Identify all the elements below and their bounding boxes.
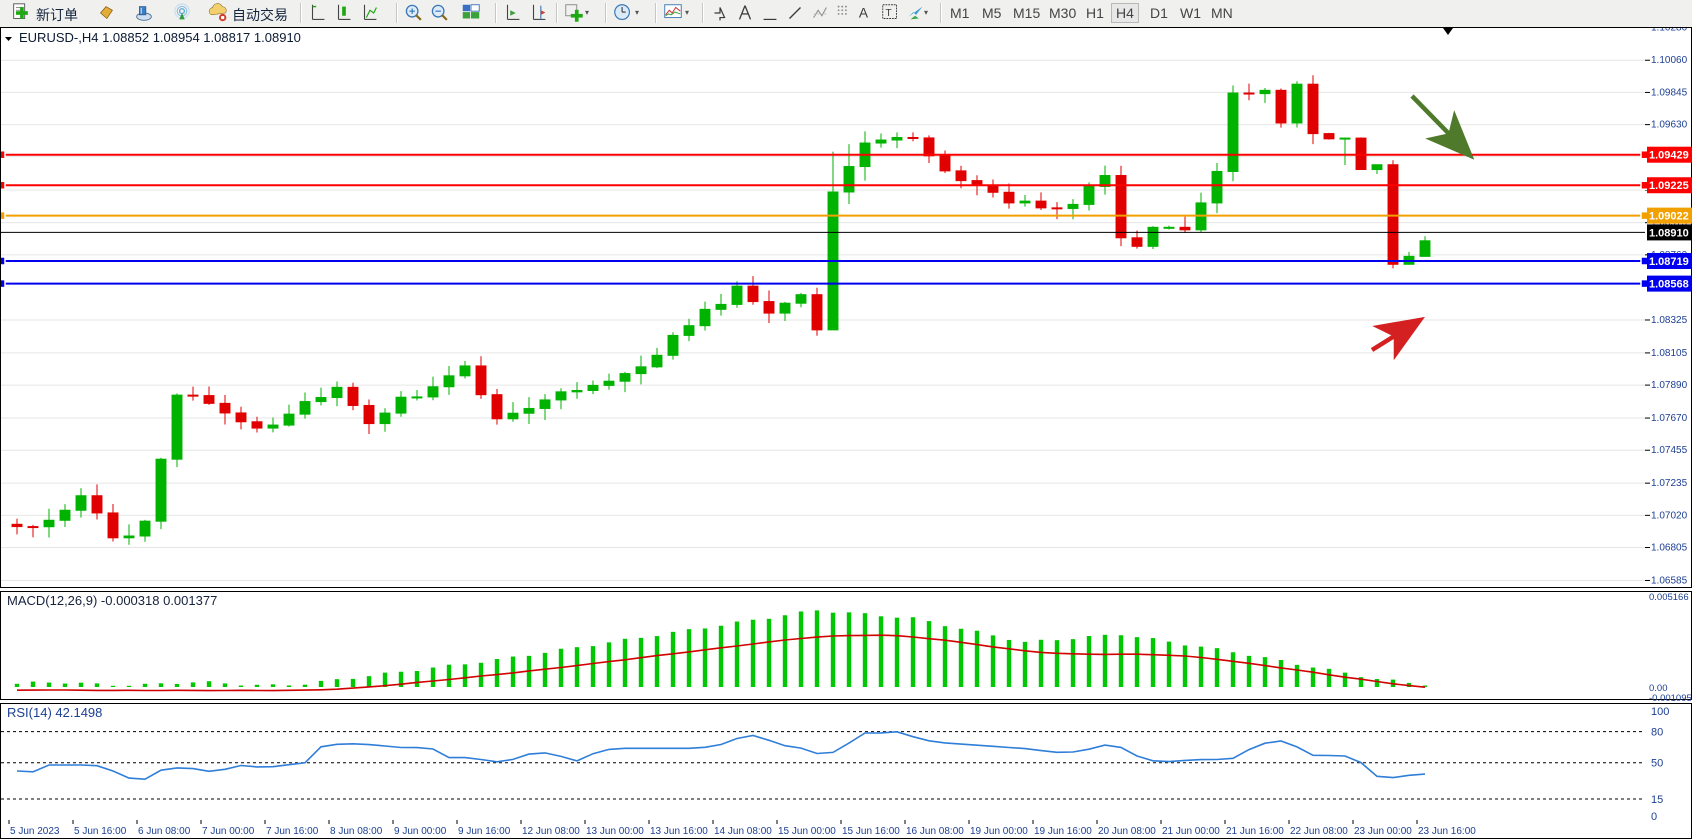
svg-text:1.07235: 1.07235 (1651, 478, 1688, 489)
svg-text:EURUSD-,H4 1.08852 1.08954 1.: EURUSD-,H4 1.08852 1.08954 1.08817 1.089… (19, 30, 301, 45)
svg-text:13 Jun 16:00: 13 Jun 16:00 (650, 826, 708, 837)
svg-text:1.06585: 1.06585 (1651, 575, 1688, 586)
svg-text:1.08910: 1.08910 (1649, 227, 1689, 239)
svg-text:1.09022: 1.09022 (1649, 211, 1689, 223)
svg-text:19 Jun 16:00: 19 Jun 16:00 (1034, 826, 1092, 837)
svg-text:23 Jun 16:00: 23 Jun 16:00 (1418, 826, 1476, 837)
svg-text:0.005166: 0.005166 (1649, 592, 1689, 603)
svg-text:20 Jun 08:00: 20 Jun 08:00 (1098, 826, 1156, 837)
svg-text:A: A (859, 6, 869, 21)
svg-text:1.09429: 1.09429 (1649, 150, 1689, 162)
svg-text:MACD(12,26,9) -0.000318 0.0013: MACD(12,26,9) -0.000318 0.001377 (7, 593, 217, 608)
svg-text:8 Jun 08:00: 8 Jun 08:00 (330, 826, 383, 837)
svg-text:7 Jun 16:00: 7 Jun 16:00 (266, 826, 319, 837)
svg-text:RSI(14) 42.1498: RSI(14) 42.1498 (7, 705, 102, 720)
svg-text:1.07020: 1.07020 (1651, 510, 1688, 521)
svg-text:1.09630: 1.09630 (1651, 120, 1688, 131)
svg-text:14 Jun 08:00: 14 Jun 08:00 (714, 826, 772, 837)
svg-text:1.08105: 1.08105 (1651, 348, 1688, 359)
svg-text:13 Jun 00:00: 13 Jun 00:00 (586, 826, 644, 837)
svg-text:1.10060: 1.10060 (1651, 55, 1688, 66)
svg-text:9 Jun 16:00: 9 Jun 16:00 (458, 826, 511, 837)
svg-text:T: T (886, 8, 892, 19)
svg-text:1.08568: 1.08568 (1649, 279, 1689, 291)
svg-text:9 Jun 00:00: 9 Jun 00:00 (394, 826, 447, 837)
svg-text:0: 0 (1651, 811, 1657, 823)
svg-text:19 Jun 00:00: 19 Jun 00:00 (970, 826, 1028, 837)
svg-text:-0.001095: -0.001095 (1649, 693, 1692, 701)
svg-text:1.09845: 1.09845 (1651, 87, 1688, 98)
svg-text:1.09225: 1.09225 (1649, 180, 1689, 192)
svg-text:16 Jun 08:00: 16 Jun 08:00 (906, 826, 964, 837)
svg-text:15 Jun 00:00: 15 Jun 00:00 (778, 826, 836, 837)
svg-text:5 Jun 2023: 5 Jun 2023 (10, 826, 60, 837)
svg-text:15 Jun 16:00: 15 Jun 16:00 (842, 826, 900, 837)
svg-text:15: 15 (1651, 794, 1663, 806)
svg-text:21 Jun 00:00: 21 Jun 00:00 (1162, 826, 1220, 837)
svg-text:6 Jun 08:00: 6 Jun 08:00 (138, 826, 191, 837)
svg-text:100: 100 (1651, 706, 1669, 718)
svg-text:1.08719: 1.08719 (1649, 256, 1689, 268)
svg-text:1.07670: 1.07670 (1651, 413, 1688, 424)
svg-text:50: 50 (1651, 758, 1663, 770)
svg-text:1.10280: 1.10280 (1651, 28, 1688, 33)
svg-text:1.07455: 1.07455 (1651, 445, 1688, 456)
svg-text:12 Jun 08:00: 12 Jun 08:00 (522, 826, 580, 837)
svg-text:1.08325: 1.08325 (1651, 315, 1688, 326)
svg-text:23 Jun 00:00: 23 Jun 00:00 (1354, 826, 1412, 837)
svg-text:1.07890: 1.07890 (1651, 380, 1688, 391)
svg-text:21 Jun 16:00: 21 Jun 16:00 (1226, 826, 1284, 837)
svg-text:80: 80 (1651, 727, 1663, 739)
svg-text:1.06805: 1.06805 (1651, 543, 1688, 554)
svg-text:5 Jun 16:00: 5 Jun 16:00 (74, 826, 127, 837)
svg-text:22 Jun 08:00: 22 Jun 08:00 (1290, 826, 1348, 837)
svg-text:7 Jun 00:00: 7 Jun 00:00 (202, 826, 255, 837)
